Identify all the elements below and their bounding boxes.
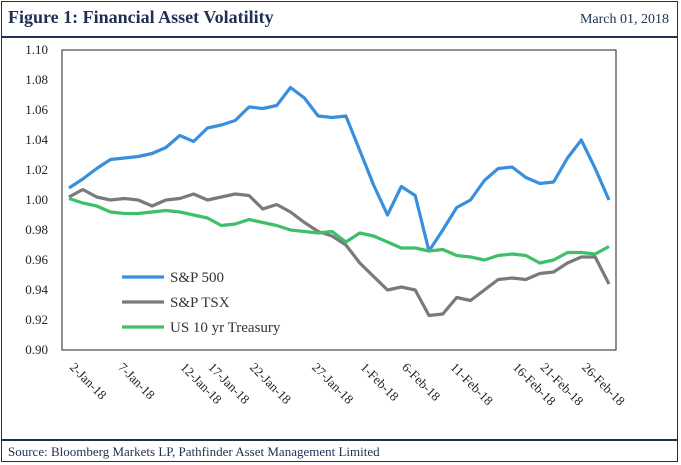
- header-bar: Figure 1: Financial Asset Volatility Mar…: [2, 2, 677, 38]
- series-line-us-10-yr-treasury: [68, 196, 610, 265]
- x-tick-label: 1-Feb-18: [358, 360, 402, 404]
- y-tick-label: 0.92: [25, 312, 48, 327]
- legend-label: US 10 yr Treasury: [170, 320, 281, 336]
- figure-title: Figure 1: Financial Asset Volatility: [8, 7, 274, 27]
- y-tick-label: 0.98: [25, 222, 48, 237]
- y-tick-label: 1.00: [25, 192, 48, 207]
- x-tick-label: 7-Jan-18: [115, 360, 158, 403]
- y-tick-label: 1.02: [25, 162, 48, 177]
- x-tick-label: 27-Jan-18: [309, 360, 356, 407]
- series-line-s-p-500: [68, 85, 611, 253]
- x-tick-label: 26-Feb-18: [579, 360, 628, 409]
- source-note: Source: Bloomberg Markets LP, Pathfinder…: [8, 444, 380, 459]
- x-tick-label: 22-Jan-18: [247, 360, 294, 407]
- y-tick-label: 0.96: [25, 252, 48, 267]
- y-tick-label: 0.90: [25, 342, 48, 357]
- series-line-s-p-tsx: [68, 187, 611, 318]
- legend-label: S&P 500: [170, 270, 224, 286]
- report-date: March 01, 2018: [579, 12, 669, 27]
- x-tick-label: 6-Feb-18: [399, 360, 443, 404]
- y-tick-label: 1.04: [25, 132, 48, 147]
- y-tick-label: 1.10: [25, 42, 48, 57]
- plot-area: [61, 49, 617, 351]
- y-tick-label: 0.94: [25, 282, 48, 297]
- y-tick-label: 1.06: [25, 102, 48, 117]
- footer-bar: Source: Bloomberg Markets LP, Pathfinder…: [2, 439, 677, 461]
- y-tick-label: 1.08: [25, 72, 48, 87]
- legend-label: S&P TSX: [170, 295, 230, 311]
- x-tick-label: 2-Jan-18: [67, 360, 110, 403]
- x-tick-label: 11-Feb-18: [448, 360, 497, 409]
